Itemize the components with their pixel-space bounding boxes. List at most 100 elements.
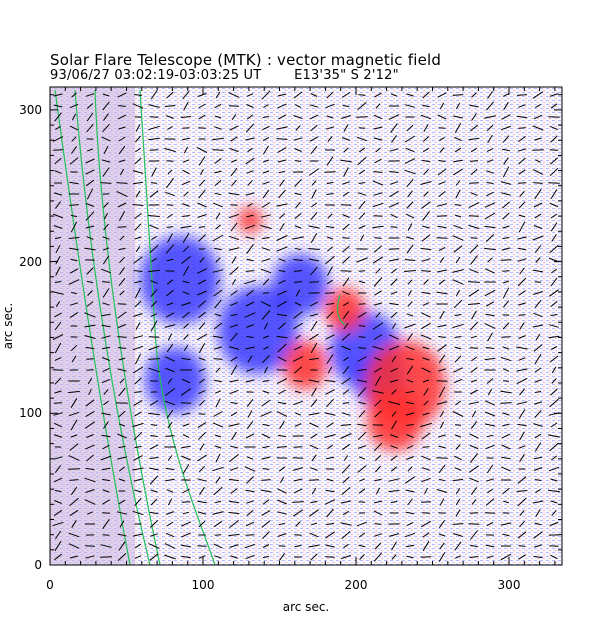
field-vector [69,509,79,517]
field-vector [375,147,381,153]
field-vector [213,335,223,339]
field-vector [85,179,95,187]
field-vector [231,279,237,285]
field-vector [518,357,526,361]
field-vector [404,169,416,175]
field-vector [180,388,192,396]
x-tick-label: 0 [46,578,54,592]
field-vector [310,433,318,439]
field-vector [501,114,511,120]
field-vector [101,346,111,350]
field-vector [516,368,528,372]
field-vector [55,301,61,307]
field-vector [196,333,208,341]
field-vector [151,235,157,241]
field-vector [391,268,397,274]
field-vector [214,103,222,109]
field-vector [325,334,335,340]
field-vector [102,123,110,133]
field-vector [550,103,558,109]
field-vector [535,333,541,341]
field-vector [343,356,349,362]
field-vector [309,509,319,517]
field-vector [214,170,222,174]
field-vector [230,301,238,307]
field-vector [71,136,77,142]
field-vector [519,190,525,198]
field-vector [454,434,462,438]
contour-line [336,294,346,326]
field-vector [101,268,111,274]
field-vector [116,182,128,184]
field-vector [85,467,95,471]
field-vector [182,423,190,427]
field-vector [197,279,207,285]
field-vector [278,189,286,199]
field-vector [324,171,336,173]
field-vector [390,291,398,295]
field-vector [436,237,448,239]
field-vector [470,147,478,153]
x-axis-label: arc sec. [283,600,329,614]
field-vector [118,357,126,361]
field-vector [101,357,111,361]
axis-ticks [49,87,562,566]
field-vector [500,390,512,394]
field-vector [388,401,400,405]
field-vector [228,500,240,504]
field-vector [214,313,222,317]
field-vector [102,247,110,251]
field-vector [117,347,127,349]
field-vector [183,345,189,351]
field-vector [293,270,303,272]
field-vector [260,224,272,230]
field-vector [326,508,334,518]
field-vector [71,92,77,98]
field-vector [374,367,382,373]
field-vector [262,159,270,163]
field-vector [54,342,62,354]
field-vector [197,511,207,515]
field-vector [150,435,158,437]
field-vector [85,169,95,175]
field-vector [69,103,79,109]
field-vector [500,402,512,404]
field-vector [293,322,303,330]
field-vector [276,126,288,130]
field-vector [469,182,479,184]
field-vector [55,201,61,209]
field-vector [52,521,64,527]
field-vector [134,353,142,365]
field-vector [341,92,351,98]
field-vector [294,302,302,306]
field-vector [469,444,479,450]
field-vector [406,379,414,383]
field-vector [357,192,367,196]
field-vector [421,234,431,242]
field-vector [550,554,558,560]
field-vector [324,379,336,383]
field-vector [166,409,174,419]
field-vector [501,444,511,450]
field-vector [244,466,256,472]
field-vector [149,190,159,198]
field-vector [70,344,78,352]
y-tick-label: 0 [34,558,42,572]
field-vector [468,201,480,209]
field-vector [421,159,431,163]
field-vector [149,116,159,118]
field-vector [149,245,159,253]
field-vector [86,280,94,284]
field-vector [454,541,462,551]
contour-line [139,89,216,566]
field-vector [87,148,93,152]
field-vector [53,225,63,229]
field-vector [534,353,542,365]
field-vector [453,299,463,309]
field-vector [133,478,143,482]
field-vector [485,498,495,506]
field-vector [69,247,79,251]
field-vector [149,511,159,515]
field-vector [470,453,478,463]
field-vector [309,281,319,283]
